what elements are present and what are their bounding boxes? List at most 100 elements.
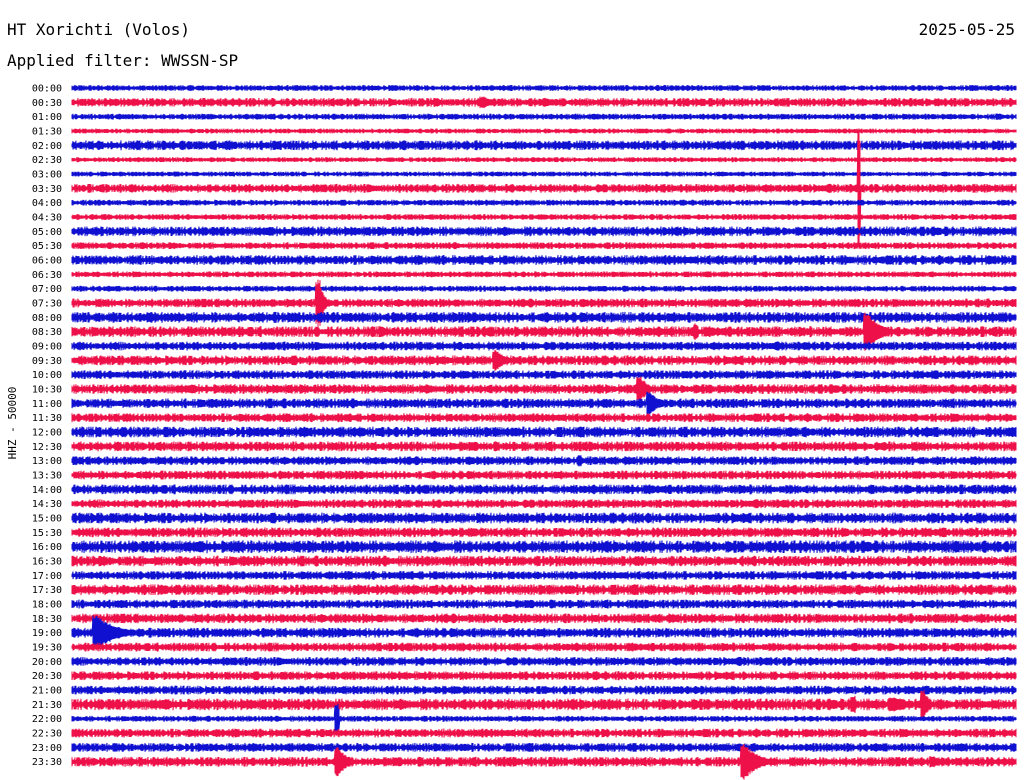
trace-line <box>71 584 1017 596</box>
time-tick-label: 17:30 <box>32 585 62 596</box>
time-tick-label: 17:00 <box>32 571 62 582</box>
time-tick-label: 04:30 <box>32 213 62 224</box>
time-tick-label: 15:00 <box>32 514 62 525</box>
time-tick-label: 00:00 <box>32 84 62 95</box>
time-tick-label: 02:00 <box>32 141 62 152</box>
trace-line <box>71 728 1017 738</box>
trace-line <box>71 690 1017 719</box>
trace-line <box>71 455 1017 467</box>
trace-line <box>71 685 1017 695</box>
tick-labels: 00:00 00:30 01:00 01:30 02:00 02:30 03:00 03:30… <box>32 84 62 769</box>
trace-line <box>71 484 1017 495</box>
time-tick-label: 08:30 <box>32 327 62 338</box>
trace-line <box>71 271 1017 278</box>
trace-line <box>71 171 1017 177</box>
time-tick-label: 09:30 <box>32 356 62 367</box>
trace-line <box>71 426 1017 438</box>
time-tick-label: 11:30 <box>32 413 62 424</box>
trace-line <box>71 613 1017 624</box>
time-tick-label: 11:00 <box>32 399 62 410</box>
trace-line <box>71 311 1017 323</box>
time-tick-label: 19:00 <box>32 628 62 639</box>
time-tick-label: 20:30 <box>32 671 62 682</box>
time-tick-label: 13:30 <box>32 471 62 482</box>
trace-line <box>71 128 1017 134</box>
time-tick-label: 03:30 <box>32 184 62 195</box>
filter-label: Applied filter: WWSSN-SP <box>7 51 239 70</box>
time-tick-label: 12:00 <box>32 428 62 439</box>
time-tick-label: 13:00 <box>32 456 62 467</box>
time-tick-label: 00:30 <box>32 98 62 109</box>
trace-line <box>71 156 1017 163</box>
time-tick-label: 03:00 <box>32 170 62 181</box>
trace-line <box>71 499 1017 509</box>
time-tick-label: 10:30 <box>32 385 62 396</box>
time-tick-label: 10:00 <box>32 370 62 381</box>
trace-line <box>71 140 1017 151</box>
trace-line <box>71 370 1017 380</box>
trace-line <box>71 391 1017 415</box>
time-tick-label: 15:30 <box>32 528 62 539</box>
time-tick-label: 23:30 <box>32 757 62 768</box>
time-tick-label: 08:00 <box>32 313 62 324</box>
trace-line <box>71 527 1017 538</box>
time-tick-label: 16:00 <box>32 542 62 553</box>
trace-line <box>71 743 1017 780</box>
time-tick-label: 02:30 <box>32 155 62 166</box>
time-tick-label: 21:00 <box>32 686 62 697</box>
trace-line <box>71 312 1017 351</box>
time-tick-label: 19:30 <box>32 643 62 654</box>
time-tick-label: 14:30 <box>32 499 62 510</box>
time-tick-label: 20:00 <box>32 657 62 668</box>
trace-line <box>71 199 1017 206</box>
time-tick-label: 23:00 <box>32 743 62 754</box>
time-tick-label: 09:00 <box>32 342 62 353</box>
trace-line <box>71 742 1017 752</box>
trace-line <box>71 255 1017 266</box>
trace-line <box>71 279 1017 327</box>
time-tick-label: 18:30 <box>32 614 62 625</box>
trace-line <box>71 84 1017 92</box>
trace-line <box>71 441 1017 452</box>
time-tick-label: 22:30 <box>32 729 62 740</box>
time-tick-label: 05:00 <box>32 227 62 238</box>
time-tick-label: 05:30 <box>32 241 62 252</box>
seismic-traces <box>71 84 1017 780</box>
time-tick-label: 06:30 <box>32 270 62 281</box>
trace-line <box>71 413 1017 423</box>
trace-line <box>71 540 1017 554</box>
record-date: 2025-05-25 <box>918 20 1015 39</box>
trace-line <box>71 226 1017 237</box>
trace-line <box>71 570 1017 580</box>
time-tick-label: 07:30 <box>32 299 62 310</box>
trace-line <box>71 703 1017 734</box>
trace-line <box>71 555 1017 567</box>
time-tick-label: 01:30 <box>32 127 62 138</box>
time-tick-label: 18:00 <box>32 600 62 611</box>
time-tick-label: 06:00 <box>32 256 62 267</box>
time-tick-label: 14:00 <box>32 485 62 496</box>
trace-line <box>71 349 1017 371</box>
trace-line <box>71 341 1017 351</box>
trace-line <box>71 242 1017 250</box>
time-tick-label: 22:00 <box>32 714 62 725</box>
time-tick-label: 12:30 <box>32 442 62 453</box>
trace-line <box>71 656 1017 666</box>
time-tick-label: 21:30 <box>32 700 62 711</box>
trace-line <box>71 599 1017 609</box>
trace-line <box>71 470 1017 480</box>
trace-line <box>71 642 1017 652</box>
time-tick-label: 04:00 <box>32 198 62 209</box>
trace-line <box>71 113 1017 120</box>
y-axis-label: HHZ - 50000 <box>6 387 19 460</box>
trace-line <box>71 128 1017 249</box>
trace-line <box>71 376 1017 402</box>
trace-line <box>71 285 1017 292</box>
time-tick-label: 07:00 <box>32 284 62 295</box>
trace-line <box>71 213 1017 221</box>
time-tick-label: 01:00 <box>32 112 62 123</box>
trace-line <box>71 671 1017 681</box>
trace-line <box>71 615 1017 650</box>
trace-line <box>71 96 1017 109</box>
